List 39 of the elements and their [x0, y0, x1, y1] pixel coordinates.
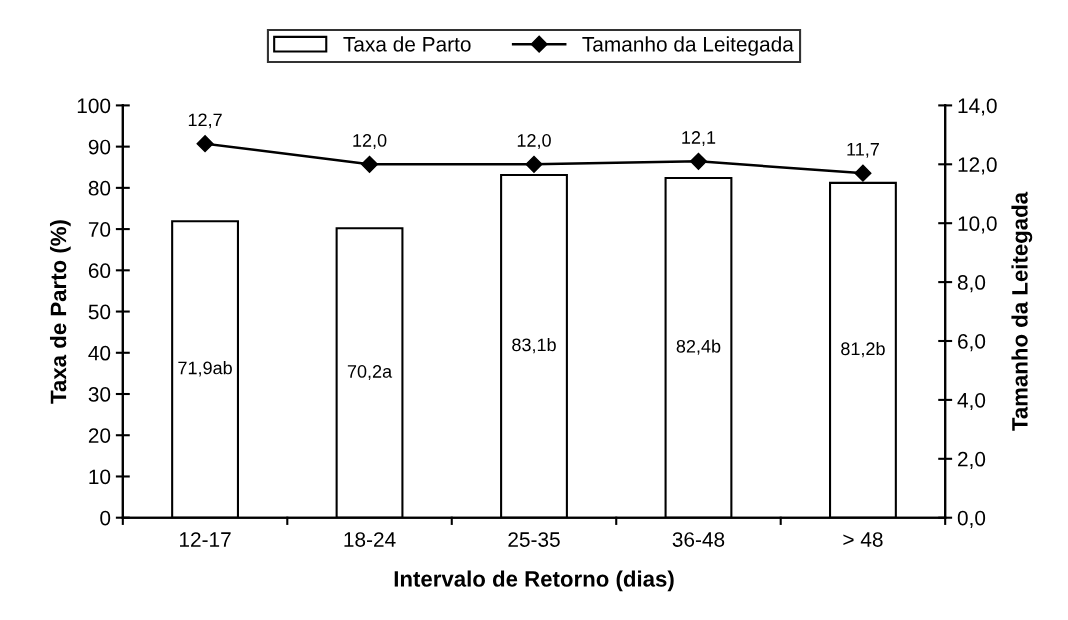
data-label: 70,2a	[347, 365, 393, 380]
x-tick-label: 25-35	[508, 532, 560, 547]
y2-tick-label: 6,0	[958, 334, 986, 352]
data-label: 12,7	[188, 113, 222, 129]
x-tick-label: > 48	[843, 532, 883, 547]
data-label: 11,7	[847, 143, 879, 158]
data-label: 12,0	[517, 134, 551, 149]
y-tick-label: 50	[88, 304, 111, 320]
y2-tick-label: 10,0	[958, 216, 997, 234]
y-tick-label: 100	[77, 98, 111, 114]
legend-label: Tamanho da Leitegada	[582, 36, 794, 56]
y-tick-label: 70	[88, 222, 111, 237]
data-label: 83,1b	[512, 337, 556, 354]
y2-axis-title: Tamanho da Leitegada	[1011, 191, 1033, 431]
x-tick-label: 36-48	[672, 532, 725, 547]
x-tick-label: 18-24	[344, 532, 396, 547]
y-tick-label: 60	[88, 263, 111, 279]
x-tick-label: 12-17	[180, 532, 231, 547]
y-tick-label: 10	[89, 469, 111, 485]
y-tick-label: 20	[88, 428, 111, 443]
y-tick-label: 90	[88, 139, 111, 155]
data-label: 82,4b	[676, 339, 721, 355]
y-tick-label: 80	[88, 180, 111, 196]
data-label: 12,0	[353, 134, 387, 149]
y-axis-title: Taxa de Parto (%)	[49, 220, 71, 404]
y-tick-label: 30	[88, 387, 111, 402]
y-tick-label: 0	[100, 510, 111, 526]
y2-tick-label: 14,0	[958, 98, 997, 116]
x-axis-title: Intervalo de Retorno (dias)	[394, 570, 674, 592]
legend-label: Taxa de Parto	[343, 36, 471, 52]
data-label: 81,2b	[841, 341, 885, 358]
y-tick-label: 40	[88, 345, 111, 361]
data-label: 12,1	[682, 131, 716, 147]
y2-tick-label: 8,0	[957, 275, 986, 293]
y2-tick-label: 0,0	[957, 510, 986, 528]
y2-tick-label: 2,0	[958, 451, 986, 470]
data-label: 71,9ab	[178, 361, 232, 377]
y2-tick-label: 12,0	[958, 157, 997, 175]
y2-tick-label: 4,0	[957, 392, 986, 411]
